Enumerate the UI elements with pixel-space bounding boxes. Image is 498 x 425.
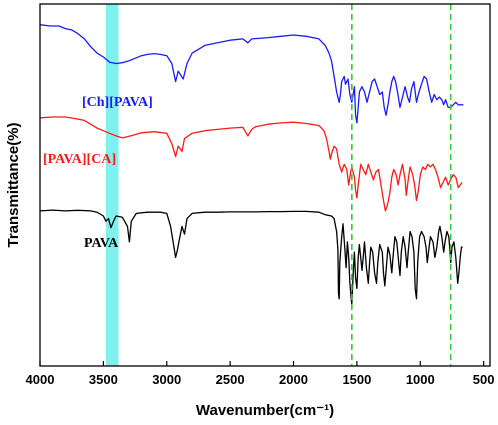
x-tick-label-3000: 3000 bbox=[152, 372, 181, 387]
series-label-pava-ca: [PAVA][CA] bbox=[43, 152, 116, 167]
series-label-ch-pava: [Ch][PAVA] bbox=[82, 95, 153, 110]
x-tick-label-2000: 2000 bbox=[279, 372, 308, 387]
reference-lines-layer bbox=[351, 4, 452, 366]
y-axis-label: Transmittance(%) bbox=[5, 122, 22, 247]
series-lines-layer bbox=[39, 24, 464, 305]
x-tick-label-500: 500 bbox=[473, 372, 495, 387]
series-line-1 bbox=[39, 116, 463, 212]
x-axis-ticks: 4000 3500 3000 2500 2000 1500 1000 500 bbox=[26, 361, 495, 387]
series-line-0 bbox=[39, 24, 464, 124]
series-label-pava: PAVA bbox=[84, 236, 119, 251]
highlight-band bbox=[105, 4, 119, 366]
series-line-2 bbox=[39, 209, 463, 305]
x-axis-label: Wavenumber(cm⁻¹) bbox=[196, 402, 334, 419]
x-tick-label-4000: 4000 bbox=[26, 372, 55, 387]
plot-frame bbox=[39, 3, 491, 367]
x-tick-label-1000: 1000 bbox=[406, 372, 435, 387]
x-tick-label-2500: 2500 bbox=[216, 372, 245, 387]
x-tick-label-3500: 3500 bbox=[89, 372, 118, 387]
x-tick-label-1500: 1500 bbox=[342, 372, 371, 387]
highlight-band-layer bbox=[105, 4, 119, 366]
